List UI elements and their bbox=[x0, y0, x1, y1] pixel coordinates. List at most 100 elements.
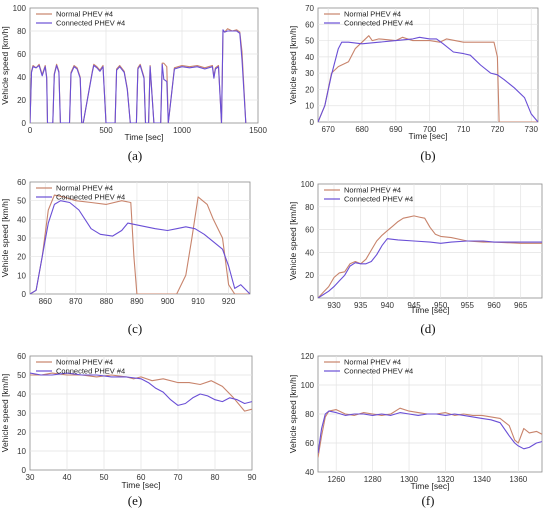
series-line-connected bbox=[318, 238, 542, 298]
panel-letter: (e) bbox=[128, 493, 142, 508]
y-tick-label: 70 bbox=[305, 4, 314, 13]
legend-label: Normal PHEV #4 bbox=[344, 186, 401, 195]
legend-label: Normal PHEV #4 bbox=[344, 10, 401, 19]
x-tick-label: 860 bbox=[39, 297, 53, 306]
x-tick-label: 910 bbox=[191, 297, 205, 306]
y-tick-label: 40 bbox=[305, 53, 314, 62]
x-tick-label: 690 bbox=[389, 125, 403, 134]
x-tick-label: 710 bbox=[457, 125, 471, 134]
x-tick-label: 90 bbox=[248, 473, 257, 482]
y-axis-label: Vehicle speed [km/h] bbox=[288, 375, 298, 453]
y-tick-label: 20 bbox=[305, 271, 314, 280]
x-tick-label: 730 bbox=[525, 125, 539, 134]
legend-label: Connected PHEV #4 bbox=[344, 19, 413, 28]
y-tick-label: 80 bbox=[305, 203, 314, 212]
y-tick-label: 10 bbox=[17, 271, 26, 280]
y-tick-label: 30 bbox=[17, 234, 26, 243]
x-tick-label: 1340 bbox=[473, 475, 491, 484]
x-tick-label: 50 bbox=[100, 473, 109, 482]
y-tick-label: 50 bbox=[305, 37, 314, 46]
x-axis-label: Time [sec] bbox=[409, 131, 448, 141]
series-line-connected bbox=[30, 200, 250, 294]
chart-panel-4: 930 935 940 945 950 955 960 965 0 20 40 60 80 100 Time… bbox=[288, 180, 543, 336]
x-tick-label: 920 bbox=[222, 297, 236, 306]
x-tick-label: 40 bbox=[63, 473, 72, 482]
x-tick-label: 870 bbox=[69, 297, 83, 306]
x-tick-label: 680 bbox=[355, 125, 369, 134]
y-tick-label: 0 bbox=[310, 118, 315, 127]
x-axis-label: Time [sec] bbox=[122, 480, 161, 490]
legend-label: Connected PHEV #4 bbox=[344, 195, 413, 204]
y-axis-label: Vehicle speed [km/h] bbox=[0, 374, 10, 452]
x-tick-label: 1280 bbox=[364, 475, 382, 484]
x-tick-label: 0 bbox=[28, 126, 33, 135]
y-tick-label: 40 bbox=[305, 468, 314, 477]
x-tick-label: 965 bbox=[514, 301, 528, 310]
panel-letter: (f) bbox=[422, 493, 435, 508]
panel-letter: (c) bbox=[128, 321, 142, 336]
x-tick-label: 60 bbox=[137, 473, 146, 482]
chart-panel-3: 860 870 880 890 900 910 920 0 10 20 30 40 50 60 Vehicl… bbox=[0, 178, 251, 336]
legend-label: Connected PHEV #4 bbox=[56, 193, 125, 202]
y-tick-label: 100 bbox=[301, 180, 315, 189]
series-line-normal bbox=[318, 215, 542, 298]
y-tick-label: 60 bbox=[305, 439, 314, 448]
x-tick-label: 500 bbox=[99, 126, 113, 135]
x-axis-label: Time [sec] bbox=[125, 132, 164, 142]
y-axis-label: Vehicle speed [km/h] bbox=[0, 26, 10, 104]
plot-area bbox=[317, 183, 543, 299]
series-line-connected bbox=[318, 36, 538, 122]
y-tick-label: 50 bbox=[17, 197, 26, 206]
y-tick-label: 0 bbox=[22, 466, 27, 475]
legend-label: Connected PHEV #4 bbox=[56, 367, 125, 376]
x-tick-label: 930 bbox=[327, 301, 341, 310]
series-line-normal bbox=[30, 372, 252, 412]
series-line-connected bbox=[318, 410, 542, 454]
x-tick-label: 935 bbox=[354, 301, 368, 310]
y-tick-label: 40 bbox=[17, 73, 26, 82]
x-tick-label: 700 bbox=[423, 125, 437, 134]
x-tick-label: 960 bbox=[487, 301, 501, 310]
y-tick-label: 50 bbox=[17, 371, 26, 380]
x-tick-label: 940 bbox=[381, 301, 395, 310]
x-tick-label: 1260 bbox=[327, 475, 345, 484]
y-tick-label: 40 bbox=[305, 248, 314, 257]
panel-letter: (d) bbox=[420, 321, 435, 336]
y-tick-label: 80 bbox=[17, 27, 26, 36]
x-tick-label: 1500 bbox=[249, 126, 267, 135]
series-line-connected bbox=[30, 372, 252, 406]
x-tick-label: 1360 bbox=[509, 475, 527, 484]
y-tick-label: 20 bbox=[17, 253, 26, 262]
series-line-connected bbox=[30, 29, 247, 123]
y-axis-label: Vehicle speed [km/h] bbox=[288, 26, 298, 104]
y-tick-label: 60 bbox=[305, 20, 314, 29]
x-tick-label: 30 bbox=[26, 473, 35, 482]
panel-letter: (b) bbox=[420, 148, 435, 163]
y-tick-label: 20 bbox=[17, 96, 26, 105]
y-axis-label: Vehicle speed [km/h] bbox=[288, 202, 298, 280]
y-tick-label: 0 bbox=[310, 294, 315, 303]
y-tick-label: 100 bbox=[13, 4, 27, 13]
series-line-normal bbox=[30, 194, 250, 294]
y-tick-label: 30 bbox=[305, 69, 314, 78]
x-tick-label: 80 bbox=[211, 473, 220, 482]
x-tick-label: 70 bbox=[174, 473, 183, 482]
y-tick-label: 10 bbox=[17, 447, 26, 456]
chart-panel-6: 1260 1280 1300 1320 1340 1360 40 60 80 100 120 Time… bbox=[288, 352, 543, 508]
x-tick-label: 880 bbox=[100, 297, 114, 306]
legend-label: Normal PHEV #4 bbox=[56, 10, 113, 19]
x-axis-label: Time [sec] bbox=[411, 305, 450, 315]
x-tick-label: 890 bbox=[130, 297, 144, 306]
y-tick-label: 80 bbox=[305, 410, 314, 419]
x-tick-label: 955 bbox=[461, 301, 475, 310]
y-tick-label: 60 bbox=[17, 178, 26, 187]
x-tick-label: 1300 bbox=[400, 475, 418, 484]
x-tick-label: 950 bbox=[434, 301, 448, 310]
x-tick-label: 1320 bbox=[437, 475, 455, 484]
legend-label: Normal PHEV #4 bbox=[56, 184, 113, 193]
y-tick-label: 0 bbox=[22, 290, 27, 299]
y-tick-label: 60 bbox=[17, 352, 26, 361]
y-tick-label: 10 bbox=[305, 102, 314, 111]
